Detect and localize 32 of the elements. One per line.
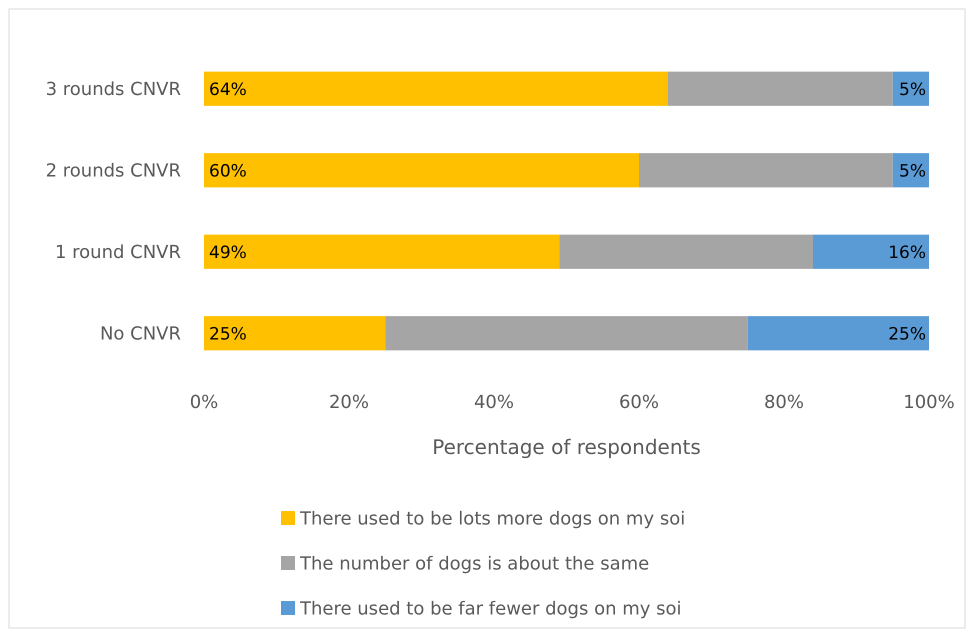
legend-label: There used to be lots more dogs on my soi <box>299 508 686 530</box>
data-label: 64% <box>209 80 247 100</box>
bar <box>813 234 929 269</box>
data-label: 60% <box>209 161 247 182</box>
y-tick-label: 3 rounds CNVR <box>46 79 181 100</box>
x-tick-label: 100% <box>903 392 955 413</box>
bar <box>204 72 668 106</box>
x-tick-label: 20% <box>328 392 370 413</box>
x-tick-label: 60% <box>618 392 660 413</box>
bar <box>204 153 639 188</box>
bar <box>639 153 893 188</box>
x-tick-label: 0% <box>190 392 218 413</box>
x-tick-label: 40% <box>474 392 514 413</box>
bar <box>204 316 386 350</box>
data-label: 5% <box>899 161 926 182</box>
data-label: 16% <box>888 242 926 263</box>
y-tick-label: 2 rounds CNVR <box>46 160 181 182</box>
bar <box>385 316 748 350</box>
data-label: 25% <box>888 324 926 344</box>
bar <box>668 72 893 106</box>
x-tick-label: 80% <box>764 392 804 413</box>
legend-label: The number of dogs is about the same <box>299 553 650 574</box>
data-label: 5% <box>899 80 926 100</box>
bar <box>559 234 813 269</box>
data-label: 25% <box>209 324 247 344</box>
x-axis-title: Percentage of respondents <box>432 435 701 459</box>
y-tick-label: 1 round CNVR <box>54 242 181 264</box>
y-tick-label: No CNVR <box>100 324 181 345</box>
bar <box>204 234 560 269</box>
legend-label: There used to be far fewer dogs on my soi <box>299 598 682 620</box>
bar <box>748 316 929 350</box>
data-label: 49% <box>209 242 247 263</box>
